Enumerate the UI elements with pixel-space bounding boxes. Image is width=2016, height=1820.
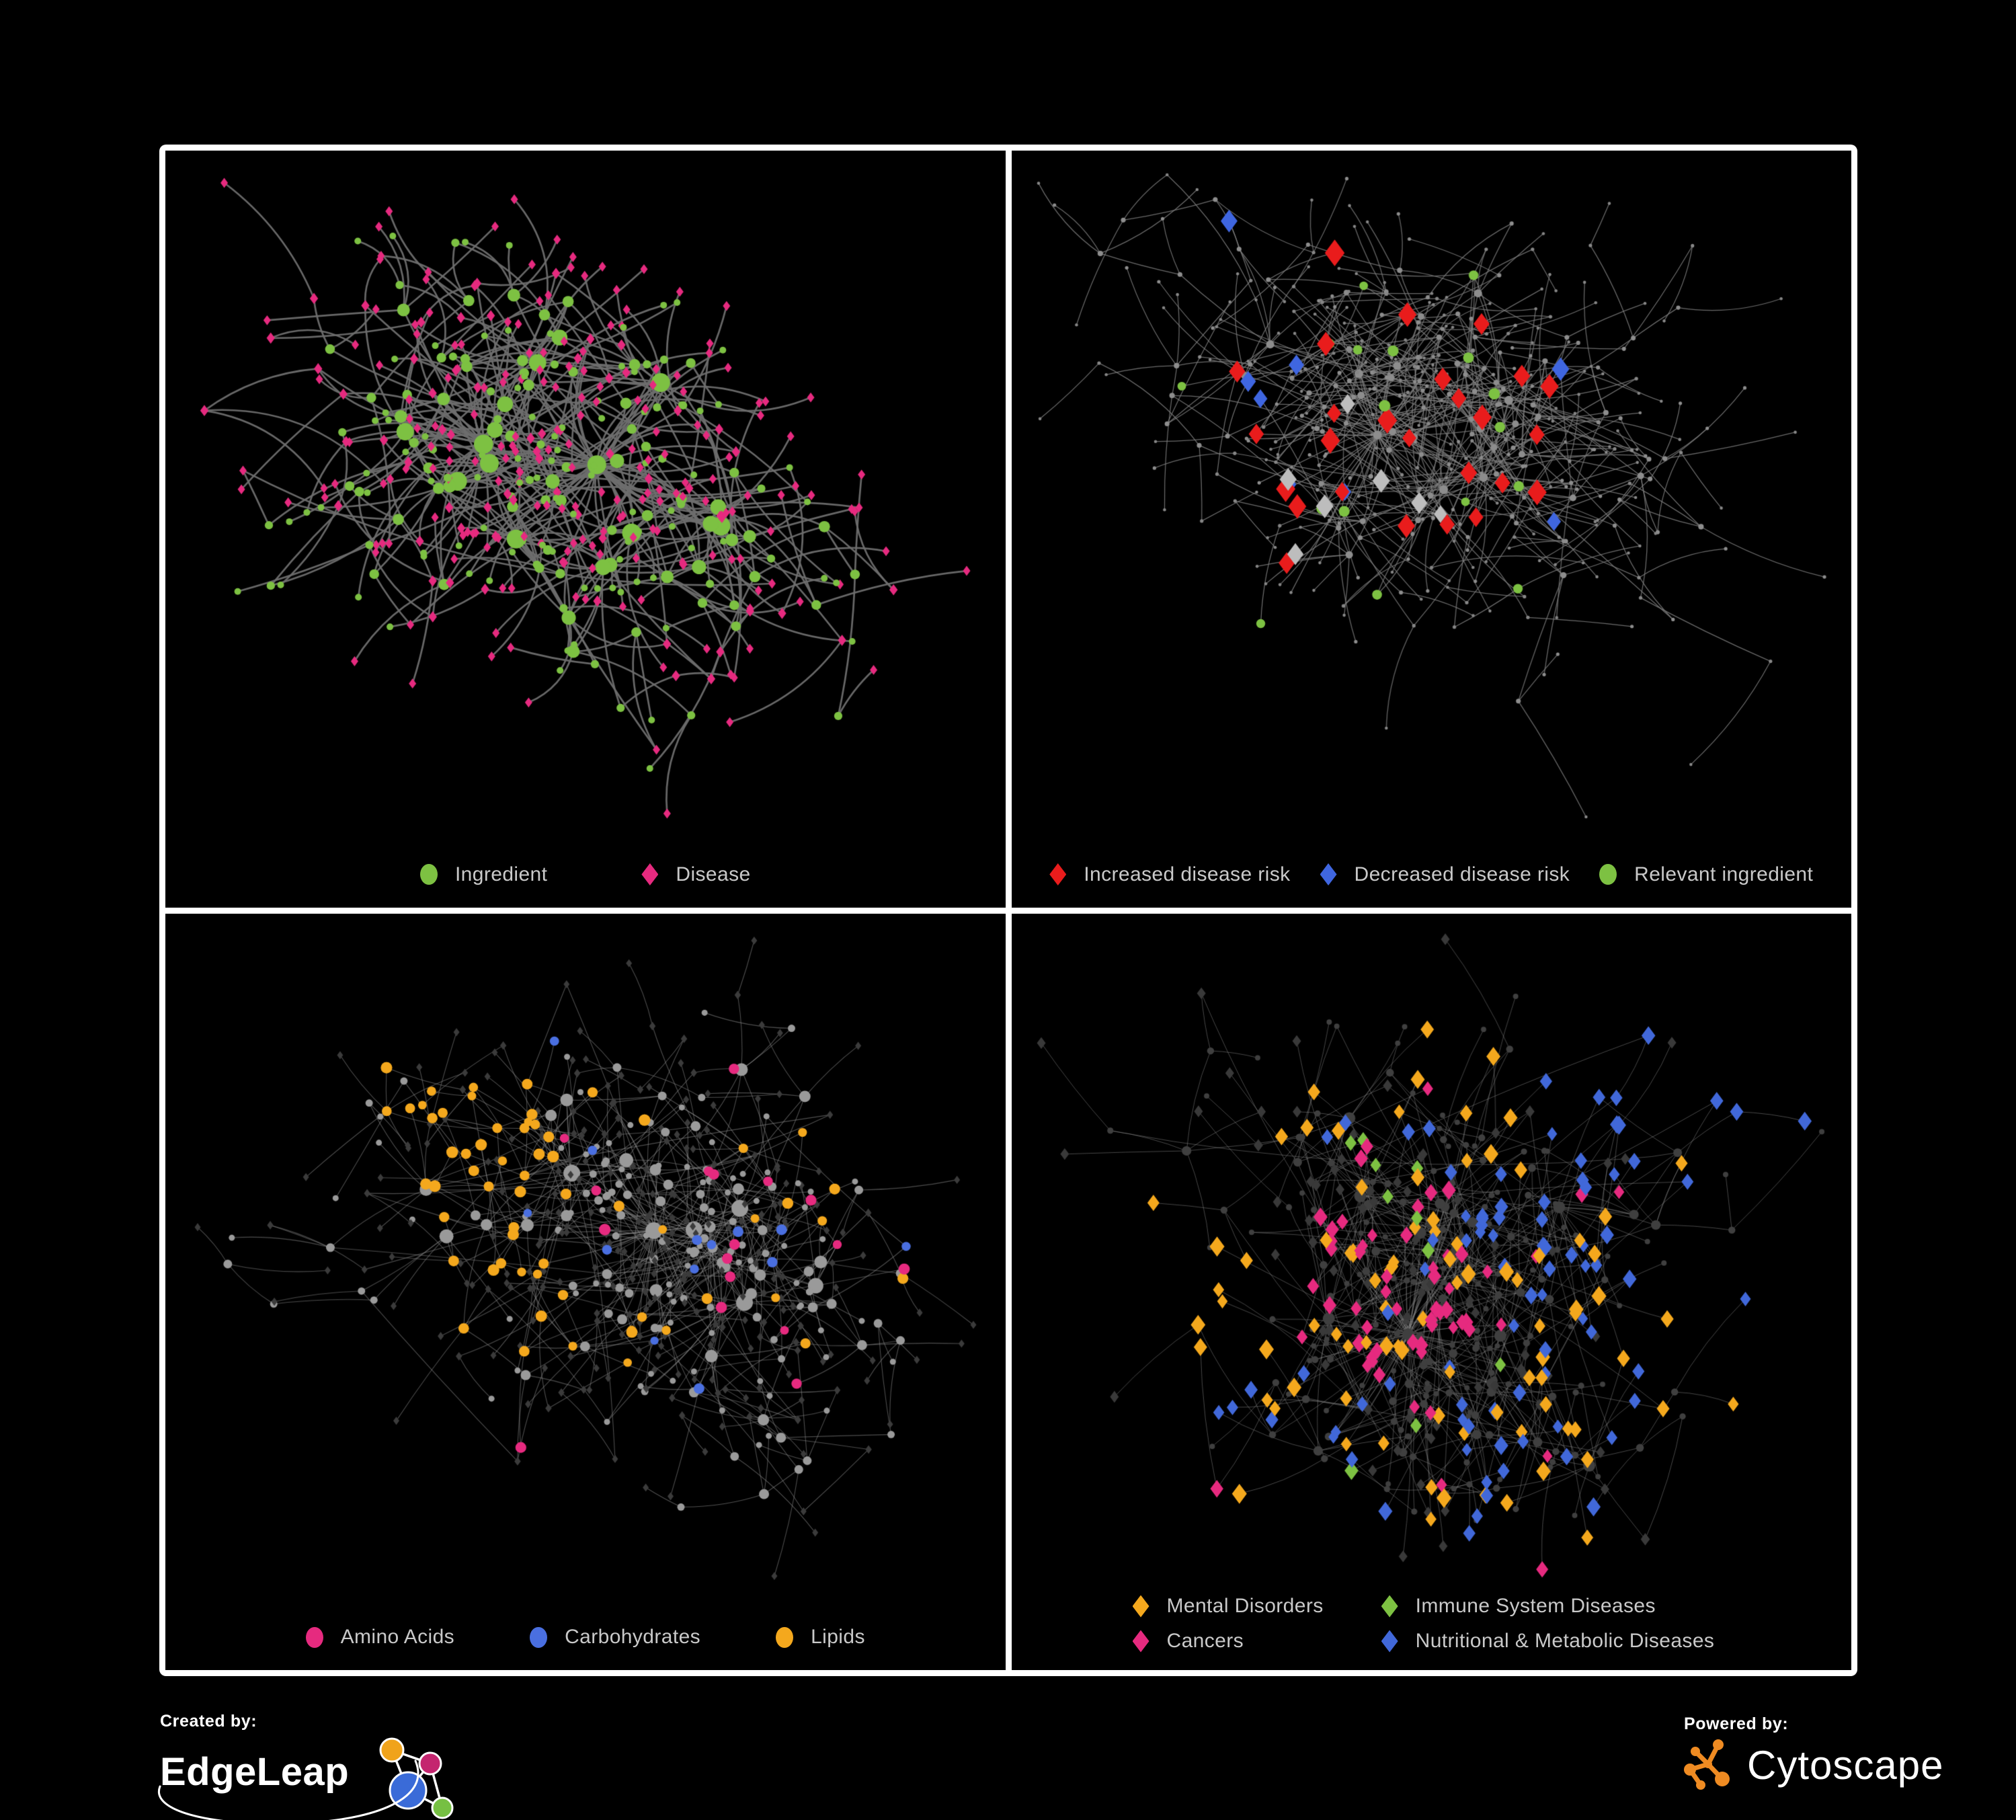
disease-categories-network-canvas (1011, 913, 1851, 1670)
circle-icon (1599, 864, 1617, 885)
nutrient-categories-network-canvas (165, 913, 1006, 1670)
legend-label: Carbohydrates (565, 1626, 701, 1648)
legend-item-lipids: Lipids (776, 1626, 865, 1649)
circle-icon (530, 1626, 548, 1648)
legend-item-increased-disease-risk: Increased disease risk (1049, 863, 1290, 886)
legend-label: Ingredient (454, 863, 548, 885)
diamond-icon (1132, 1630, 1150, 1653)
legend-label: Relevant ingredient (1634, 863, 1814, 885)
legend-item-ingredient: Ingredient (419, 863, 548, 886)
diamond-icon (1132, 1595, 1150, 1618)
legend-label: Amino Acids (340, 1626, 455, 1648)
ingredient-disease-network-canvas (165, 151, 1006, 908)
cytoscape-wordmark: Cytoscape (1747, 1742, 1944, 1788)
edgeleap-network-icon (379, 1737, 454, 1819)
legend-item-mental-disorders: Mental Disorders (1132, 1595, 1324, 1618)
legend-item-carbohydrates: Carbohydrates (530, 1626, 700, 1649)
edgeleap-logo: EdgeLeap (157, 1734, 467, 1820)
diamond-icon (1049, 863, 1067, 885)
legend-item-decreased-disease-risk: Decreased disease risk (1320, 863, 1570, 886)
legend-label: Mental Disorders (1166, 1595, 1324, 1617)
circle-icon (305, 1626, 323, 1648)
circle-icon (419, 864, 438, 885)
diamond-icon (1381, 1630, 1398, 1653)
diamond-icon (1381, 1595, 1398, 1618)
panel-nutrient-categories: Amino Acids Carbohydrates Lipids (165, 913, 1006, 1670)
legend-label: Immune System Diseases (1415, 1595, 1656, 1617)
cytoscape-network-icon (1684, 1739, 1730, 1790)
disease-categories-legend: Mental Disorders Immune System Diseases Ca… (1132, 1595, 1715, 1653)
nutrient-categories-legend: Amino Acids Carbohydrates Lipids (165, 1626, 1006, 1649)
created-by-label: Created by: (160, 1712, 257, 1731)
circle-icon (776, 1626, 794, 1648)
disease-risk-network-canvas (1011, 151, 1851, 908)
disease-risk-legend: Increased disease risk Decreased disease … (1012, 863, 1852, 886)
legend-label: Nutritional & Metabolic Diseases (1415, 1630, 1715, 1652)
powered-by-label: Powered by: (1684, 1714, 1789, 1733)
legend-item-nutritional-metabolic-diseases: Nutritional & Metabolic Diseases (1381, 1630, 1715, 1653)
powered-by-block: Powered by: Cytosc (1684, 1714, 1943, 1793)
legend-label: Lipids (811, 1626, 865, 1648)
created-by-block: Created by: EdgeLeap (157, 1712, 467, 1820)
diamond-icon (641, 863, 659, 885)
panel-ingredient-disease: Ingredient Disease (165, 151, 1006, 908)
edgeleap-wordmark: EdgeLeap (160, 1750, 350, 1794)
ingredient-disease-legend: Ingredient Disease (165, 863, 1006, 886)
diamond-icon (1320, 863, 1337, 885)
legend-item-relevant-ingredient: Relevant ingredient (1599, 863, 1813, 886)
legend-item-cancers: Cancers (1132, 1630, 1244, 1653)
panel-disease-risk: Increased disease risk Decreased disease … (1011, 151, 1852, 908)
legend-item-amino-acids: Amino Acids (305, 1626, 455, 1649)
cytoscape-logo: Cytoscape (1684, 1737, 1943, 1793)
legend-item-immune-system-diseases: Immune System Diseases (1381, 1595, 1656, 1618)
legend-label: Increased disease risk (1084, 863, 1291, 885)
legend-label: Decreased disease risk (1354, 863, 1570, 885)
panel-disease-categories: Mental Disorders Immune System Diseases Ca… (1011, 913, 1851, 1670)
legend-label: Disease (676, 863, 751, 885)
legend-label: Cancers (1166, 1630, 1244, 1652)
legend-item-disease: Disease (641, 863, 750, 886)
panel-grid: Ingredient Disease Increased disease risk… (159, 145, 1857, 1676)
